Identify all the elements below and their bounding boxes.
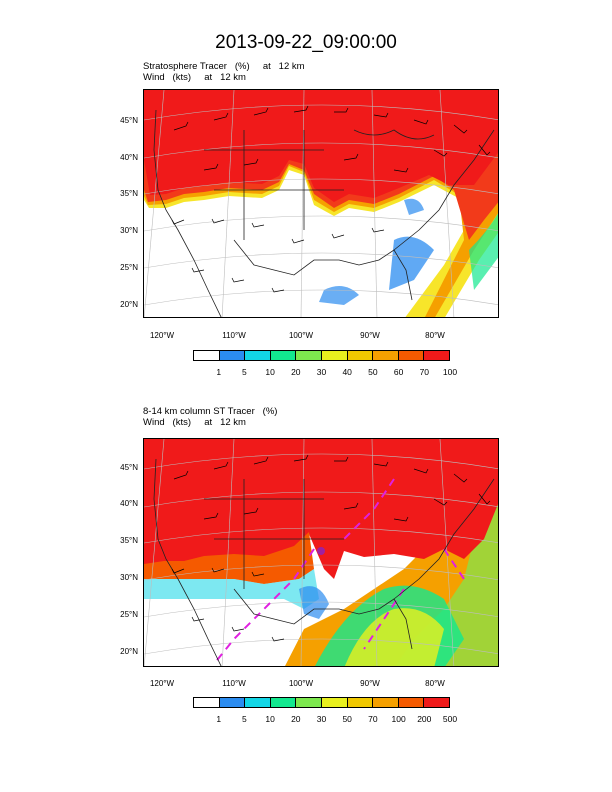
colorbar-swatch: [424, 698, 449, 707]
colorbar-swatch: [373, 698, 399, 707]
colorbar-label: 20: [291, 714, 301, 724]
panel2-lat-label: 40°N: [120, 499, 138, 508]
panel2-lat-label: 25°N: [120, 610, 138, 619]
panel2-lon-label: 120°W: [149, 679, 175, 688]
colorbar-label: 40: [342, 367, 352, 377]
colorbar-swatch: [245, 351, 271, 360]
panel1-subtitle-line2: Wind (kts) at 12 km: [143, 72, 246, 83]
panel2-lat-label: 45°N: [120, 463, 138, 472]
panel2-colorbar: [193, 697, 450, 708]
panel1-subtitle-line1: Stratosphere Tracer (%) at 12 km: [143, 61, 305, 72]
colorbar-label: 50: [342, 714, 352, 724]
colorbar-swatch: [194, 698, 220, 707]
colorbar-swatch: [347, 698, 374, 707]
colorbar-swatch: [321, 351, 348, 360]
panel2-map: [143, 438, 499, 667]
colorbar-swatch: [424, 351, 449, 360]
panel1-lon-label: 80°W: [425, 331, 445, 340]
panel1-lat-label: 35°N: [120, 189, 138, 198]
panel2-lat-label: 20°N: [120, 647, 138, 656]
panel2-lat-label: 30°N: [120, 573, 138, 582]
colorbar-swatch: [347, 351, 374, 360]
colorbar-swatch: [321, 698, 348, 707]
colorbar-swatch: [194, 351, 220, 360]
colorbar-label: 1: [216, 367, 222, 377]
colorbar-swatch: [219, 351, 246, 360]
panel1-lat-label: 25°N: [120, 263, 138, 272]
panel1-lon-label: 110°W: [222, 331, 246, 340]
colorbar-label: 5: [242, 714, 247, 724]
colorbar-swatch: [373, 351, 399, 360]
colorbar-label: 10: [265, 714, 275, 724]
panel1-lat-label: 30°N: [120, 226, 138, 235]
panel1-lat-label: 20°N: [120, 300, 138, 309]
panel2-lon-label: 80°W: [425, 679, 445, 688]
colorbar-swatch: [270, 698, 297, 707]
colorbar-label: 200: [417, 714, 432, 724]
colorbar-swatch: [398, 698, 425, 707]
page-title: 2013-09-22_09:00:00: [215, 32, 397, 53]
colorbar-label: 30: [316, 367, 327, 377]
colorbar-label: 70: [368, 714, 378, 724]
colorbar-swatch: [398, 351, 425, 360]
panel2-lon-label: 110°W: [222, 679, 246, 688]
colorbar-label: 50: [368, 367, 378, 377]
panel2-lon-label: 90°W: [360, 679, 380, 688]
colorbar-label: 60: [393, 367, 404, 377]
panel1-colorbar: [193, 350, 450, 361]
colorbar-label: 10: [265, 367, 275, 377]
colorbar-swatch: [219, 698, 246, 707]
panel2-lon-label: 100°W: [288, 679, 314, 688]
colorbar-label: 100: [391, 714, 406, 724]
panel1-lat-label: 45°N: [120, 116, 138, 125]
panel1-lon-label: 120°W: [149, 331, 175, 340]
panel2-subtitle-line1: 8-14 km column ST Tracer (%): [143, 406, 278, 417]
colorbar-label: 500: [442, 714, 458, 724]
colorbar-label: 20: [291, 367, 301, 377]
colorbar-swatch: [270, 351, 297, 360]
colorbar-swatch: [245, 698, 271, 707]
panel2-lat-label: 35°N: [120, 536, 138, 545]
panel1-lat-label: 40°N: [120, 153, 138, 162]
colorbar-label: 100: [442, 367, 458, 377]
colorbar-label: 5: [242, 367, 247, 377]
panel1-lon-label: 100°W: [288, 331, 314, 340]
panel1-lon-label: 90°W: [360, 331, 380, 340]
panel2-subtitle-line2: Wind (kts) at 12 km: [143, 417, 246, 428]
panel1-map: [143, 89, 499, 318]
colorbar-label: 1: [216, 714, 222, 724]
colorbar-label: 70: [419, 367, 430, 377]
colorbar-label: 30: [316, 714, 327, 724]
colorbar-swatch: [296, 351, 322, 360]
colorbar-swatch: [296, 698, 322, 707]
